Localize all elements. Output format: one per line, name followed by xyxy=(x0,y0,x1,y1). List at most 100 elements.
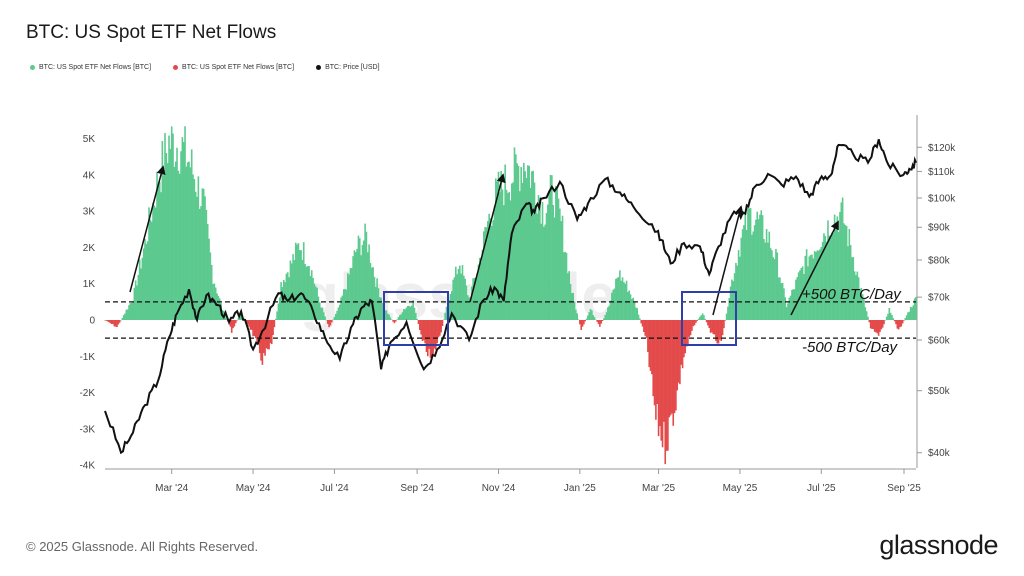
outflow-bar xyxy=(656,320,659,404)
inflow-bar xyxy=(160,192,162,320)
inflow-bar xyxy=(156,171,158,320)
inflow-bar xyxy=(907,312,909,320)
inflow-bar xyxy=(729,286,732,320)
inflow-bar xyxy=(904,317,907,320)
right-tick-label: $40k xyxy=(928,448,951,459)
outflow-bar xyxy=(108,320,110,323)
left-tick-label: 4K xyxy=(83,170,96,181)
inflow-bar xyxy=(793,289,796,320)
inflow-bar xyxy=(588,312,590,320)
inflow-bar xyxy=(286,272,289,320)
outflow-bar xyxy=(688,320,691,337)
inflow-bar xyxy=(783,288,785,320)
outflow-bar xyxy=(651,320,653,375)
inflow-bar xyxy=(134,280,137,320)
inflow-bar xyxy=(404,309,406,320)
inflow-bar xyxy=(173,166,176,320)
inflow-bar xyxy=(737,250,740,320)
outflow-bar xyxy=(721,320,724,336)
inflow-bar xyxy=(472,278,474,320)
outflow-bar xyxy=(432,320,434,354)
outflow-bar xyxy=(655,320,657,420)
inflow-bar xyxy=(555,186,557,320)
outflow-bar xyxy=(232,320,234,329)
inflow-bar xyxy=(152,202,154,320)
outflow-bar xyxy=(712,320,715,334)
trend-arrow xyxy=(129,165,166,293)
inflow-bar xyxy=(190,149,193,320)
inflow-bar xyxy=(320,307,322,320)
inflow-bar xyxy=(416,318,418,320)
legend-item-price[interactable]: BTC: Price [USD] xyxy=(316,64,380,71)
inflow-bar xyxy=(703,315,705,320)
inflow-bar xyxy=(161,141,164,320)
inflow-bar xyxy=(463,275,465,320)
outflow-bar xyxy=(640,320,643,324)
inflow-bar xyxy=(485,227,488,320)
outflow-bar xyxy=(724,320,727,321)
inflow-bar xyxy=(412,300,414,320)
inflow-bar xyxy=(194,191,197,320)
inflow-bar xyxy=(401,312,404,320)
outflow-bar xyxy=(871,320,873,329)
inflow-bar xyxy=(835,223,837,320)
inflow-bar xyxy=(180,151,182,320)
inflow-bar xyxy=(704,319,707,320)
outflow-bar xyxy=(685,320,688,347)
outflow-bar xyxy=(417,320,420,325)
inflow-bar xyxy=(448,300,450,320)
inflow-bar xyxy=(628,290,631,320)
outflow-bar xyxy=(269,320,272,344)
outflow-bar xyxy=(711,320,713,333)
inflow-bar xyxy=(912,305,915,320)
inflow-bar xyxy=(449,293,452,320)
legend-item-outflows[interactable]: BTC: US Spot ETF Net Flows [BTC] xyxy=(173,64,294,71)
inflow-bar xyxy=(182,142,185,320)
outflow-bar xyxy=(326,320,329,324)
inflow-bar xyxy=(389,317,392,320)
inflow-bar xyxy=(791,289,793,320)
outflow-bar xyxy=(876,320,879,334)
inflow-bar xyxy=(471,286,473,320)
outflow-bar xyxy=(723,320,725,329)
outflow-bar xyxy=(647,320,649,353)
inflow-bar xyxy=(577,319,580,320)
inflow-bar xyxy=(756,211,759,320)
inflow-bar xyxy=(572,292,574,320)
inflow-bar xyxy=(181,137,184,320)
legend-item-inflows[interactable]: BTC: US Spot ETF Net Flows [BTC] xyxy=(30,64,151,71)
inflow-bar xyxy=(184,126,186,320)
inflow-bar xyxy=(284,282,286,320)
inflow-bar xyxy=(831,232,833,320)
inflow-bar xyxy=(765,229,768,320)
inflow-bar xyxy=(168,135,170,320)
outflow-bar xyxy=(659,320,661,427)
inflow-bar xyxy=(797,272,800,320)
inflow-bar xyxy=(469,297,472,320)
outflow-bar xyxy=(236,320,238,321)
outflow-bar xyxy=(677,320,680,383)
inflow-bar xyxy=(141,257,144,320)
inflow-bar xyxy=(757,219,760,320)
inflow-bar xyxy=(544,224,546,320)
inflow-bar xyxy=(372,267,374,320)
inflow-bar xyxy=(292,254,294,320)
outflow-bar xyxy=(418,320,421,331)
inflow-bar xyxy=(617,277,620,320)
inflow-bar xyxy=(122,315,125,320)
right-tick-label: $120k xyxy=(928,143,956,154)
inflow-bar xyxy=(615,278,617,320)
inflow-bar xyxy=(310,270,313,320)
outflow-bar xyxy=(113,320,116,327)
outflow-bar xyxy=(667,320,669,451)
outflow-bar xyxy=(248,320,250,327)
outflow-bar xyxy=(668,320,671,418)
inflow-bar xyxy=(209,252,212,320)
inflow-bar xyxy=(304,264,306,320)
copyright-footer: © 2025 Glassnode. All Rights Reserved. xyxy=(26,539,259,554)
inflow-bar xyxy=(539,200,541,320)
inflow-bar xyxy=(727,306,729,320)
inflow-bar xyxy=(884,320,887,321)
outflow-bar xyxy=(641,320,644,327)
